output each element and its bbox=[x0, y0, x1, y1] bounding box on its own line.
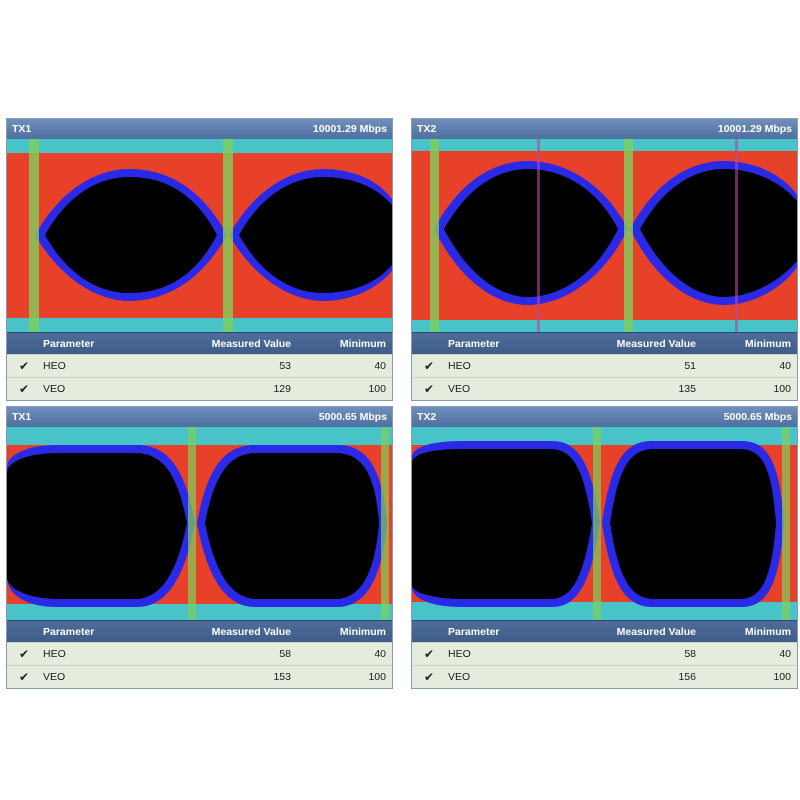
minimum-value: 40 bbox=[374, 648, 386, 660]
table-header: Parameter Measured Value Minimum bbox=[7, 332, 392, 354]
measured-value: 53 bbox=[279, 360, 291, 372]
minimum-value: 40 bbox=[779, 360, 791, 372]
eye-diagram bbox=[7, 139, 392, 332]
column-header-parameter: Parameter bbox=[43, 337, 95, 350]
measured-value: 129 bbox=[273, 383, 291, 395]
table-row: ✔ HEO 58 40 bbox=[7, 642, 392, 665]
column-header-measured: Measured Value bbox=[616, 337, 696, 350]
checkmark-icon: ✔ bbox=[423, 670, 435, 684]
minimum-value: 100 bbox=[368, 383, 386, 395]
table-header: Parameter Measured Value Minimum bbox=[412, 332, 797, 354]
channel-label: TX2 bbox=[417, 123, 437, 135]
table-row: ✔ VEO 156 100 bbox=[412, 665, 797, 688]
panel-titlebar: TX2 10001.29 Mbps bbox=[412, 119, 797, 139]
table-row: ✔ HEO 51 40 bbox=[412, 354, 797, 377]
parameter-name: HEO bbox=[43, 360, 66, 372]
column-header-parameter: Parameter bbox=[448, 337, 500, 350]
panel-titlebar: TX1 10001.29 Mbps bbox=[7, 119, 392, 139]
table-row: ✔ VEO 153 100 bbox=[7, 665, 392, 688]
parameter-name: HEO bbox=[448, 648, 471, 660]
column-header-measured: Measured Value bbox=[211, 337, 291, 350]
data-rate-label: 10001.29 Mbps bbox=[312, 123, 387, 135]
eye-diagram bbox=[412, 139, 797, 332]
parameter-name: VEO bbox=[448, 671, 471, 683]
channel-label: TX2 bbox=[417, 411, 437, 423]
table-row: ✔ VEO 135 100 bbox=[412, 377, 797, 400]
checkmark-icon: ✔ bbox=[423, 359, 435, 373]
minimum-value: 100 bbox=[773, 671, 791, 683]
minimum-value: 40 bbox=[779, 648, 791, 660]
panel-titlebar: TX1 5000.65 Mbps bbox=[7, 407, 392, 427]
measured-value: 135 bbox=[678, 383, 696, 395]
parameter-name: HEO bbox=[448, 360, 471, 372]
checkmark-icon: ✔ bbox=[18, 359, 30, 373]
panel-titlebar: TX2 5000.65 Mbps bbox=[412, 407, 797, 427]
measured-value: 58 bbox=[279, 648, 291, 660]
parameter-name: HEO bbox=[43, 648, 66, 660]
column-header-minimum: Minimum bbox=[744, 625, 791, 638]
measured-value: 51 bbox=[684, 360, 696, 372]
column-header-minimum: Minimum bbox=[744, 337, 791, 350]
parameter-name: VEO bbox=[43, 383, 66, 395]
column-header-parameter: Parameter bbox=[43, 625, 95, 638]
eye-panel-tx2-5g: TX2 5000.65 Mbps Parameter Measured Valu… bbox=[411, 406, 798, 689]
checkmark-icon: ✔ bbox=[18, 670, 30, 684]
minimum-value: 100 bbox=[368, 671, 386, 683]
channel-label: TX1 bbox=[12, 411, 32, 423]
checkmark-icon: ✔ bbox=[18, 382, 30, 396]
minimum-value: 40 bbox=[374, 360, 386, 372]
parameter-name: VEO bbox=[448, 383, 471, 395]
checkmark-icon: ✔ bbox=[423, 382, 435, 396]
data-rate-label: 5000.65 Mbps bbox=[723, 411, 792, 423]
eye-panel-tx1-5g: TX1 5000.65 Mbps Parameter Measured Valu… bbox=[6, 406, 393, 689]
checkmark-icon: ✔ bbox=[423, 647, 435, 661]
parameter-name: VEO bbox=[43, 671, 66, 683]
column-header-measured: Measured Value bbox=[211, 625, 291, 638]
eye-panel-tx2-10g: TX2 10001.29 Mbps Parameter Measured Val… bbox=[411, 118, 798, 401]
eye-panel-tx1-10g: TX1 10001.29 Mbps Parameter Measured Val… bbox=[6, 118, 393, 401]
minimum-value: 100 bbox=[773, 383, 791, 395]
table-header: Parameter Measured Value Minimum bbox=[412, 620, 797, 642]
eye-diagram bbox=[412, 427, 797, 620]
table-row: ✔ HEO 58 40 bbox=[412, 642, 797, 665]
measured-value: 156 bbox=[678, 671, 696, 683]
checkmark-icon: ✔ bbox=[18, 647, 30, 661]
column-header-parameter: Parameter bbox=[448, 625, 500, 638]
table-header: Parameter Measured Value Minimum bbox=[7, 620, 392, 642]
measured-value: 153 bbox=[273, 671, 291, 683]
column-header-measured: Measured Value bbox=[616, 625, 696, 638]
eye-diagram bbox=[7, 427, 392, 620]
measured-value: 58 bbox=[684, 648, 696, 660]
table-row: ✔ VEO 129 100 bbox=[7, 377, 392, 400]
data-rate-label: 10001.29 Mbps bbox=[717, 123, 792, 135]
table-row: ✔ HEO 53 40 bbox=[7, 354, 392, 377]
data-rate-label: 5000.65 Mbps bbox=[318, 411, 387, 423]
column-header-minimum: Minimum bbox=[339, 625, 386, 638]
channel-label: TX1 bbox=[12, 123, 32, 135]
column-header-minimum: Minimum bbox=[339, 337, 386, 350]
